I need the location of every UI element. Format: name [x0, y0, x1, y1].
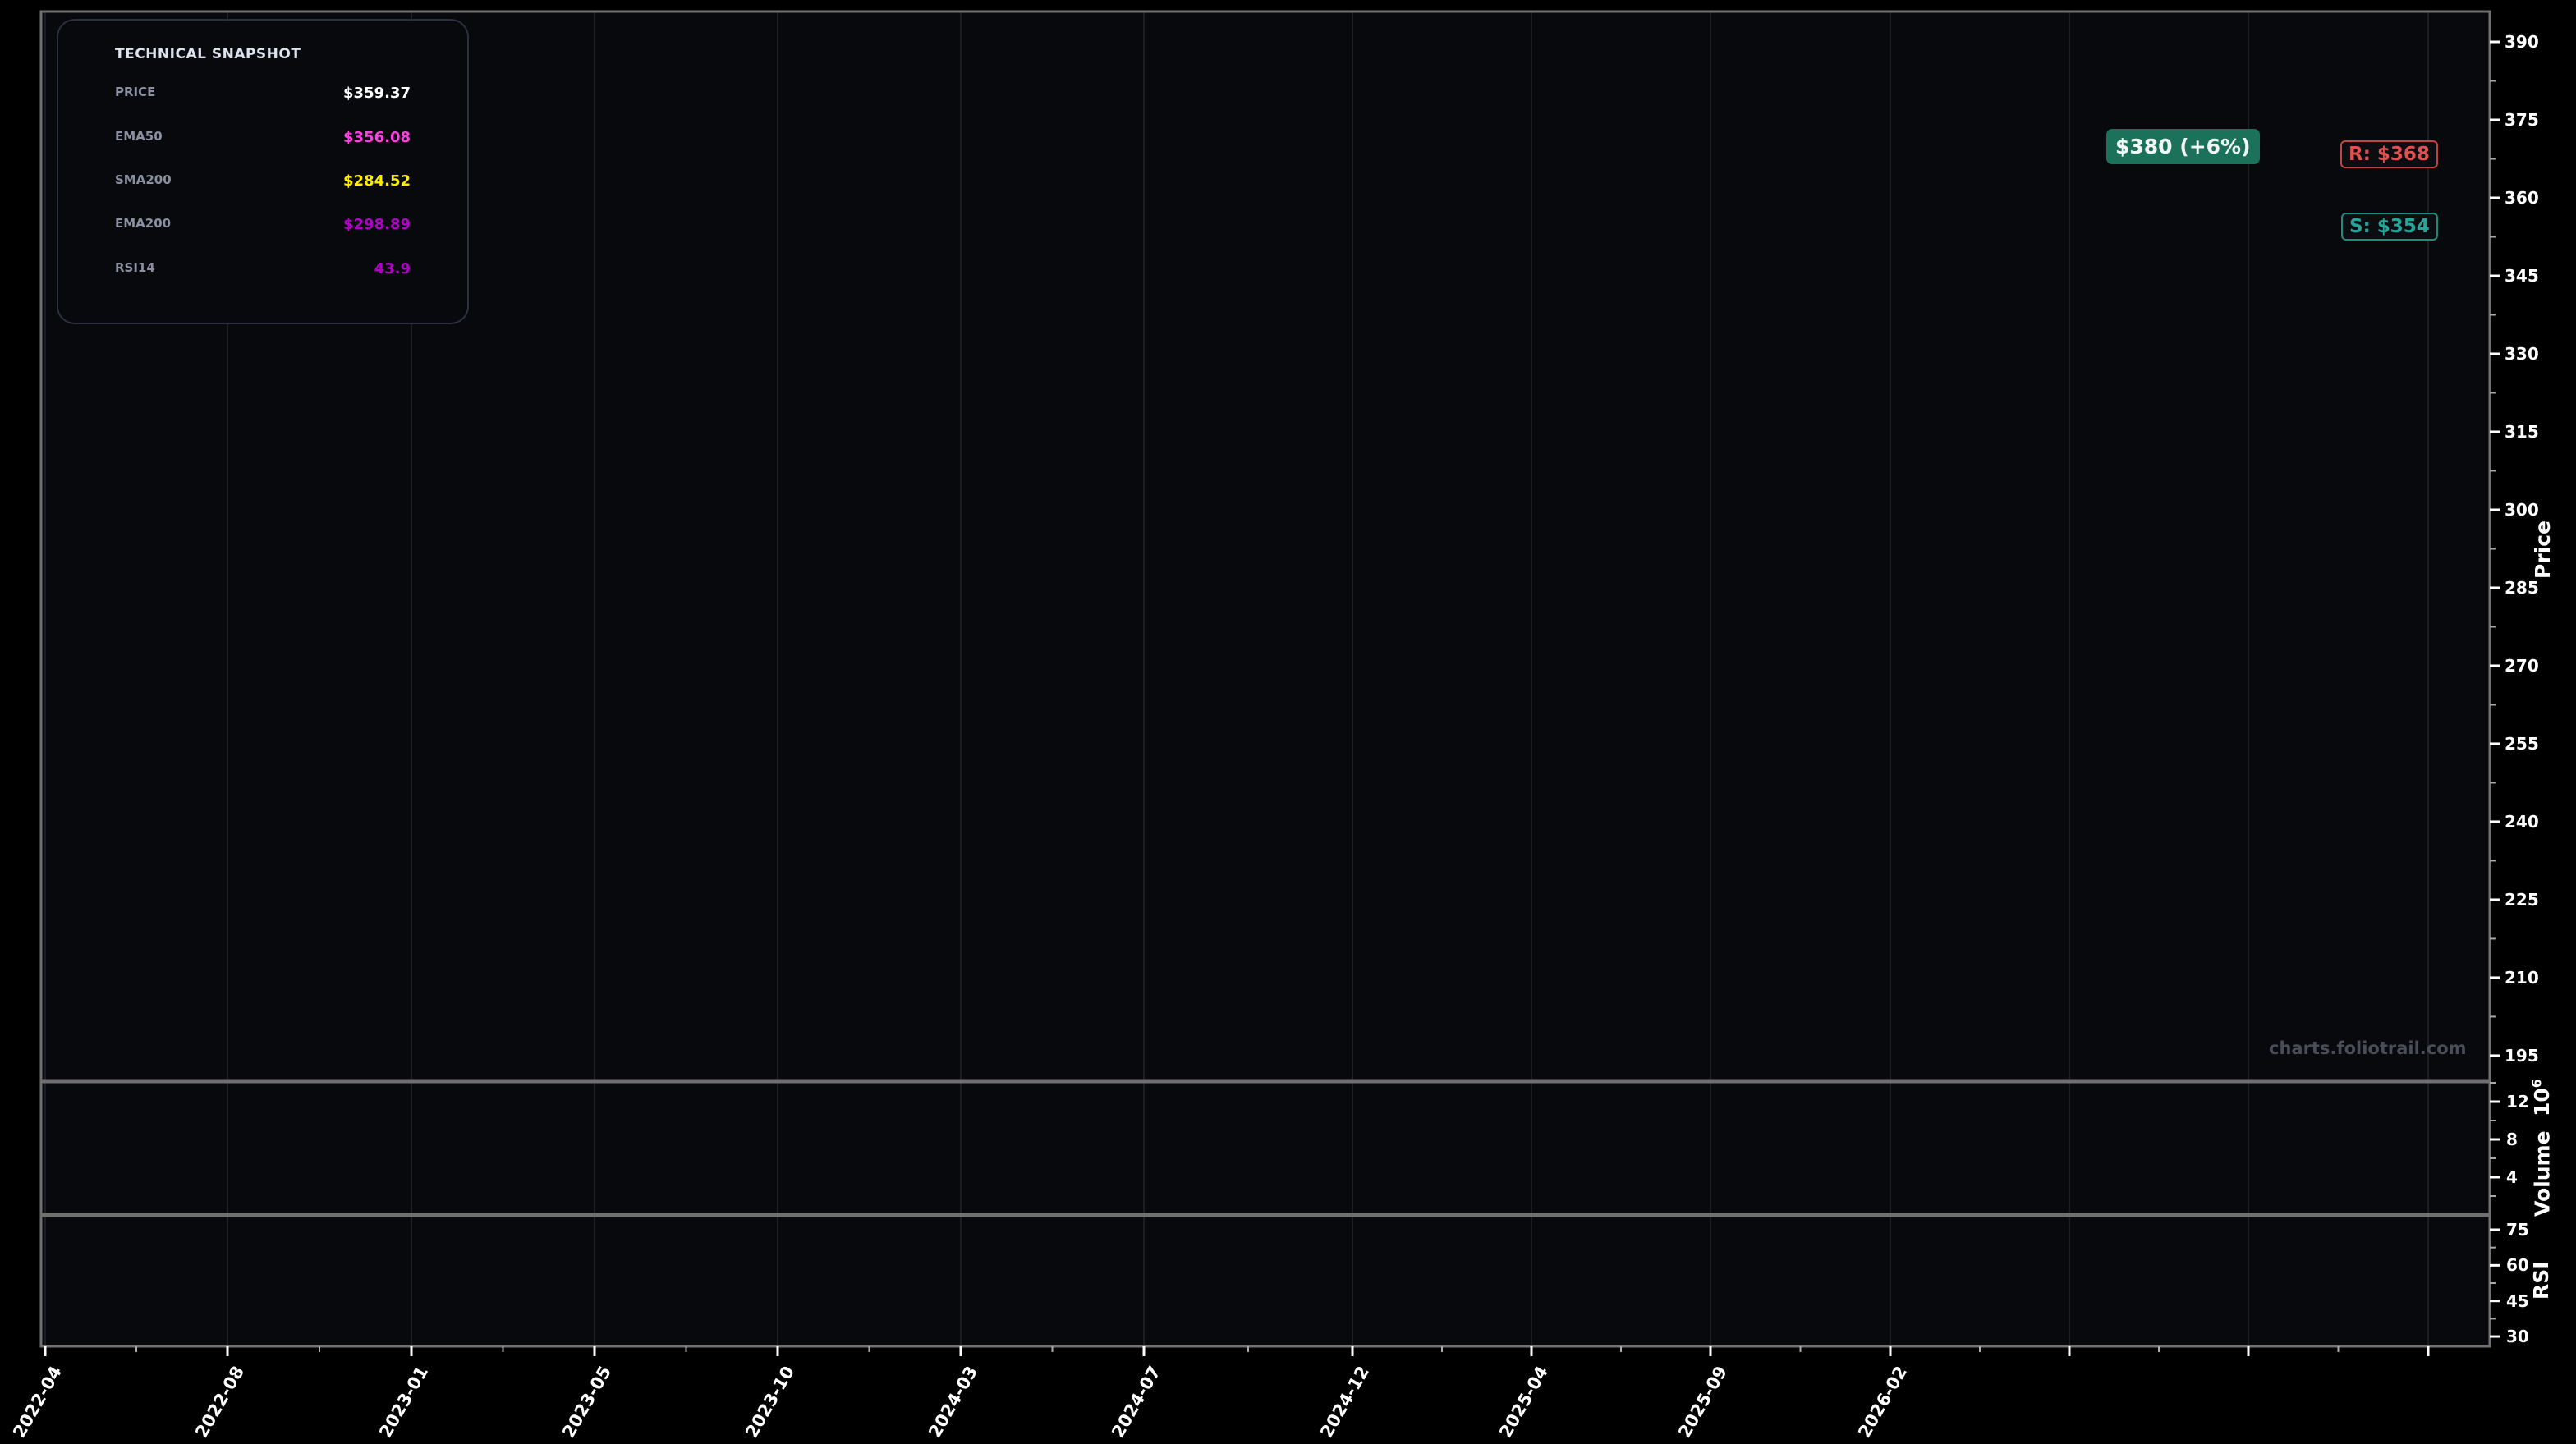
snapshot-label: SMA200 [115, 172, 172, 187]
snapshot-value: $298.89 [343, 216, 411, 233]
price-tick-label: 390 [2505, 32, 2539, 52]
rsi-tick-label: 60 [2506, 1255, 2529, 1276]
rsi-tick-label: 30 [2506, 1327, 2529, 1347]
price-tick-label: 345 [2505, 265, 2539, 286]
price-tick-label: 315 [2505, 421, 2539, 442]
price-axis-title: Price [2531, 520, 2555, 579]
price-tick-label: 225 [2505, 889, 2539, 910]
snapshot-row-price: PRICE $359.37 [115, 85, 411, 104]
volume-axis-scale: 106 [2529, 1079, 2555, 1117]
resistance-tag: R: $368 [2340, 140, 2438, 168]
price-tick-label: 255 [2505, 733, 2539, 754]
volume-tick-label: 12 [2506, 1092, 2529, 1112]
snapshot-value: $356.08 [343, 129, 411, 146]
price-tick-label: 300 [2505, 499, 2539, 520]
snapshot-row-sma200: SMA200 $284.52 [115, 172, 411, 192]
volume-axis-title: Volume 106 [2529, 1079, 2554, 1217]
price-tick-label: 330 [2505, 343, 2539, 364]
price-tick-label: 195 [2505, 1045, 2539, 1066]
snapshot-label: EMA200 [115, 216, 172, 231]
watermark: charts.foliotrail.com [2269, 1038, 2467, 1058]
snapshot-value: 43.9 [374, 260, 411, 277]
price-tick-label: 360 [2505, 187, 2539, 208]
snapshot-row-ema200: EMA200 $298.89 [115, 216, 411, 236]
price-target-tag: $380 (+6%) [2106, 129, 2260, 164]
price-tick-label: 210 [2505, 967, 2539, 988]
rsi-axis-title: RSI [2529, 1261, 2553, 1300]
snapshot-row-ema50: EMA50 $356.08 [115, 129, 411, 149]
axes [39, 10, 2500, 1356]
technical-snapshot-card [57, 19, 469, 324]
snapshot-label: EMA50 [115, 129, 163, 144]
price-tick-label: 375 [2505, 109, 2539, 130]
price-tick-label: 270 [2505, 655, 2539, 676]
snapshot-label: PRICE [115, 85, 156, 99]
support-tag: S: $354 [2341, 213, 2438, 241]
volume-tick-label: 8 [2506, 1130, 2518, 1149]
snapshot-value: $284.52 [343, 172, 411, 190]
price-tick-label: 240 [2505, 811, 2539, 832]
rsi-tick-label: 45 [2506, 1290, 2529, 1311]
snapshot-title: TECHNICAL SNAPSHOT [115, 46, 301, 62]
volume-tick-label: 4 [2506, 1167, 2518, 1187]
snapshot-label: RSI14 [115, 260, 155, 275]
price-tick-label: 285 [2505, 577, 2539, 598]
snapshot-value: $359.37 [343, 85, 411, 102]
snapshot-row-rsi14: RSI14 43.9 [115, 260, 411, 280]
volume-axis-label: Volume [2530, 1130, 2555, 1217]
rsi-tick-label: 75 [2506, 1220, 2529, 1240]
